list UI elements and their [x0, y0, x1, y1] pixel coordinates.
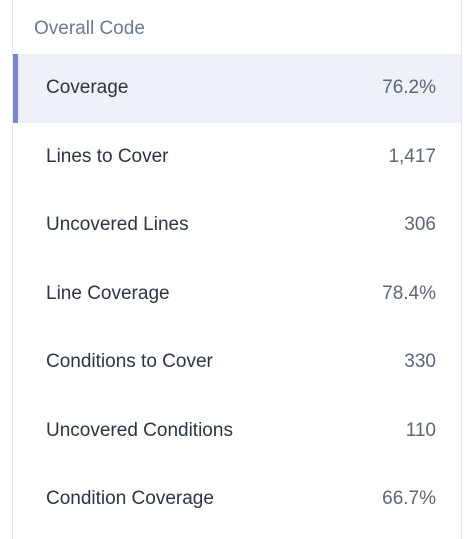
metric-label: Line Coverage: [46, 282, 170, 304]
metric-item-condition-coverage[interactable]: Condition Coverage 66.7%: [13, 465, 461, 534]
section-title: Overall Code: [34, 18, 145, 39]
metric-label: Condition Coverage: [46, 488, 214, 510]
metric-value: 306: [404, 214, 436, 236]
metric-label: Uncovered Lines: [46, 214, 189, 236]
metric-value: 330: [404, 351, 436, 373]
metric-value: 110: [405, 419, 436, 441]
metric-label: Coverage: [46, 77, 129, 99]
metric-label: Lines to Cover: [46, 145, 169, 167]
metric-value: 78.4%: [382, 282, 436, 304]
metric-value: 76.2%: [382, 77, 436, 99]
metric-label: Conditions to Cover: [46, 351, 213, 373]
metric-item-coverage[interactable]: Coverage 76.2%: [13, 54, 461, 123]
metric-item-conditions-to-cover[interactable]: Conditions to Cover 330: [13, 328, 461, 397]
metric-value: 66.7%: [382, 488, 436, 510]
metric-item-line-coverage[interactable]: Line Coverage 78.4%: [13, 260, 461, 329]
metric-item-lines-to-cover[interactable]: Lines to Cover 1,417: [13, 123, 461, 192]
metric-item-uncovered-conditions[interactable]: Uncovered Conditions 110: [13, 397, 461, 466]
metric-item-uncovered-lines[interactable]: Uncovered Lines 306: [13, 191, 461, 260]
metrics-list: Coverage 76.2% Lines to Cover 1,417 Unco…: [13, 54, 461, 534]
metrics-panel: Overall Code Coverage 76.2% Lines to Cov…: [12, 0, 462, 539]
metric-label: Uncovered Conditions: [46, 419, 233, 441]
metric-value: 1,417: [388, 145, 436, 167]
